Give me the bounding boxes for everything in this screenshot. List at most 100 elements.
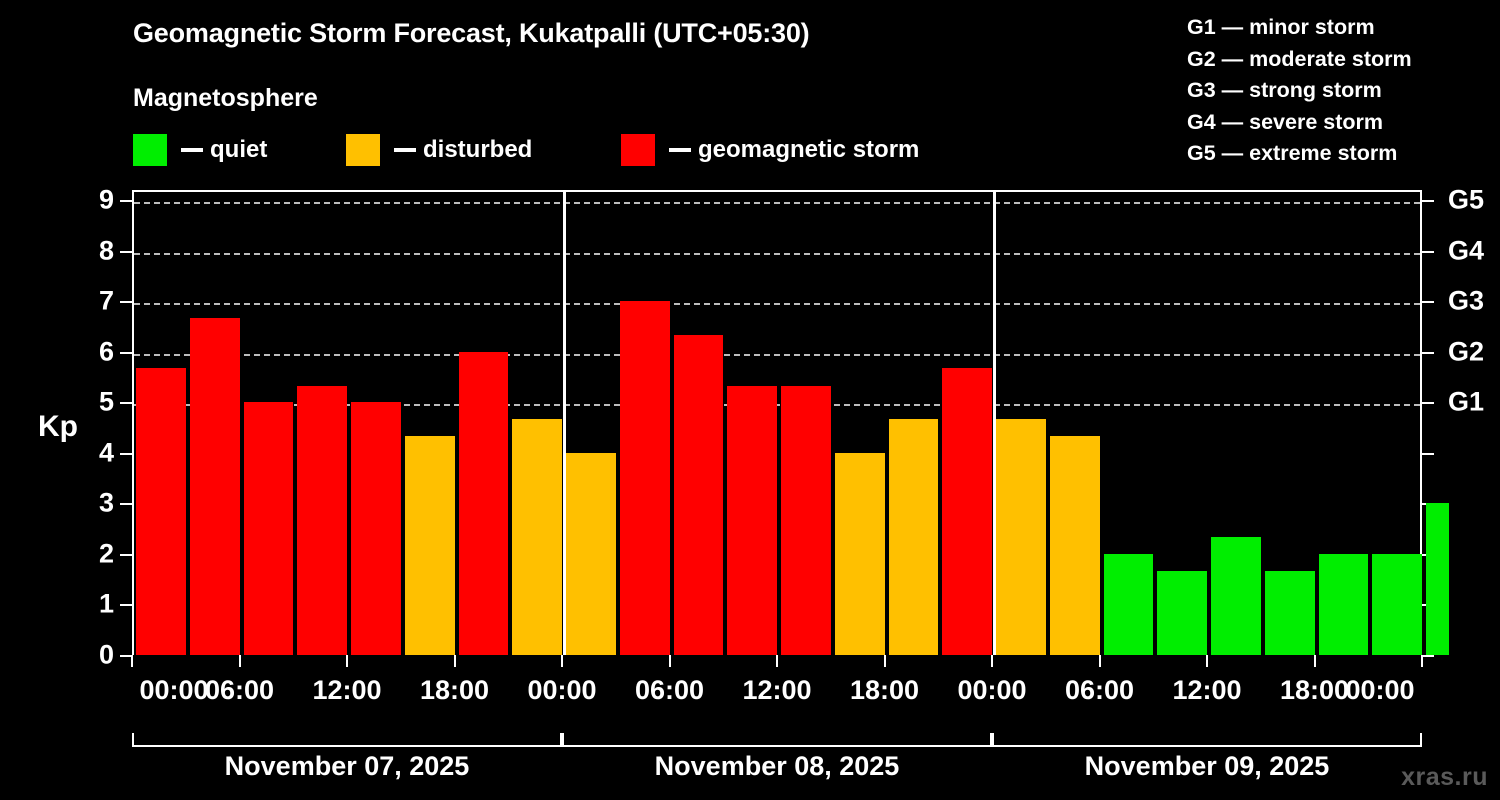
bar[interactable] bbox=[727, 385, 777, 655]
x-tick-mark-11 bbox=[1313, 655, 1316, 667]
x-tick-mark-2 bbox=[346, 655, 348, 667]
legend-dash-icon bbox=[669, 148, 691, 152]
date-bracket-3 bbox=[992, 733, 1422, 747]
bar[interactable] bbox=[351, 402, 401, 655]
y-tick-mark-5 bbox=[120, 402, 132, 405]
y-tick-mark-2 bbox=[120, 553, 132, 556]
bar[interactable] bbox=[619, 301, 670, 655]
gridline-kp-5 bbox=[134, 404, 1420, 407]
g-scale-legend-line: G3 — strong storm bbox=[1187, 78, 1382, 102]
bar[interactable] bbox=[297, 385, 347, 655]
g-tick-label-G4: G4 bbox=[1448, 235, 1485, 266]
bar[interactable] bbox=[136, 368, 186, 655]
y-tick-mark-6 bbox=[120, 351, 132, 354]
legend-swatch-icon bbox=[133, 134, 167, 166]
g-scale-legend: G1 — minor storm G2 — moderate storm G3 — … bbox=[1187, 12, 1487, 170]
day-divider bbox=[992, 190, 996, 655]
x-tick-mark-5 bbox=[668, 655, 671, 667]
x-tick-mark-7 bbox=[883, 655, 886, 667]
bar[interactable] bbox=[566, 452, 616, 655]
bar[interactable] bbox=[1426, 503, 1449, 655]
g-scale-legend-line: G4 — severe storm bbox=[1187, 109, 1383, 134]
plot-inner bbox=[134, 190, 1449, 655]
x-tick-label-10: 12:00 bbox=[1172, 675, 1242, 705]
x-tick-label-8: 00:00 bbox=[957, 675, 1027, 705]
y-tick-label-0: 0 bbox=[98, 639, 114, 670]
legend-dash-icon bbox=[181, 148, 203, 152]
bar[interactable] bbox=[512, 418, 562, 655]
gridline-kp-8 bbox=[134, 252, 1420, 255]
x-tick-label-6: 12:00 bbox=[742, 675, 812, 705]
y-tick-mark-1 bbox=[120, 604, 132, 607]
right-minor-tick-kp-0 bbox=[1422, 655, 1434, 657]
legend-label: quiet bbox=[210, 136, 268, 163]
y-tick-mark-0 bbox=[120, 655, 132, 657]
x-tick-mark-1 bbox=[238, 655, 241, 667]
bar[interactable] bbox=[781, 385, 831, 655]
x-tick-label-2: 12:00 bbox=[312, 675, 382, 705]
x-tick-label-5: 06:00 bbox=[634, 675, 705, 705]
g-scale-legend-line: G1 — minor storm bbox=[1187, 15, 1375, 39]
x-tick-label-3: 18:00 bbox=[419, 675, 490, 705]
x-tick-label-12: 00:00 bbox=[1345, 675, 1415, 705]
x-tick-mark-3 bbox=[453, 655, 456, 667]
bar[interactable] bbox=[834, 452, 885, 655]
x-tick-label-1: 06:00 bbox=[204, 675, 275, 705]
bar[interactable] bbox=[673, 335, 724, 655]
y-tick-label-7: 7 bbox=[98, 285, 114, 316]
legend-swatch-icon bbox=[621, 134, 655, 166]
bar[interactable] bbox=[888, 418, 939, 655]
date-bracket-2 bbox=[562, 733, 992, 747]
magnetosphere-label: Magnetosphere bbox=[133, 84, 318, 112]
bar[interactable] bbox=[1157, 570, 1207, 655]
y-tick-label-5: 5 bbox=[98, 386, 114, 417]
bar[interactable] bbox=[1264, 570, 1315, 655]
legend-entry-geomagnetic-storm: geomagnetic storm bbox=[621, 133, 919, 167]
legend-dash-icon bbox=[394, 148, 416, 152]
x-tick-mark-10 bbox=[1206, 655, 1208, 667]
y-tick-mark-9 bbox=[120, 200, 132, 203]
bar[interactable] bbox=[243, 402, 294, 655]
bar[interactable] bbox=[458, 351, 509, 655]
bar[interactable] bbox=[189, 317, 240, 655]
bar[interactable] bbox=[1318, 553, 1369, 655]
g-tick-label-G5: G5 bbox=[1448, 184, 1485, 215]
y-tick-mark-3 bbox=[120, 503, 132, 506]
x-tick-mark-12 bbox=[1421, 655, 1423, 667]
y-tick-mark-7 bbox=[120, 301, 132, 304]
y-tick-label-9: 9 bbox=[98, 184, 114, 215]
g-tick-mark-G3 bbox=[1422, 301, 1434, 304]
y-axis-title: Kp bbox=[38, 410, 78, 443]
gridline-kp-9 bbox=[134, 202, 1420, 205]
g-tick-mark-G4 bbox=[1422, 250, 1434, 253]
legend-entry-disturbed: disturbed bbox=[346, 133, 532, 167]
legend-label: disturbed bbox=[423, 136, 533, 163]
g-tick-mark-G1 bbox=[1422, 402, 1434, 405]
y-tick-label-3: 3 bbox=[98, 487, 114, 518]
bar[interactable] bbox=[1049, 436, 1100, 655]
y-tick-mark-4 bbox=[120, 452, 132, 455]
bar[interactable] bbox=[1103, 553, 1154, 655]
gridline-kp-6 bbox=[134, 353, 1420, 356]
watermark: xras.ru bbox=[1401, 763, 1488, 791]
bar[interactable] bbox=[1372, 553, 1422, 655]
g-tick-mark-G2 bbox=[1422, 351, 1434, 354]
y-tick-label-1: 1 bbox=[98, 588, 114, 619]
g-tick-label-G2: G2 bbox=[1448, 336, 1485, 367]
day-divider bbox=[562, 190, 566, 655]
legend-swatch-icon bbox=[346, 134, 380, 166]
bar[interactable] bbox=[942, 368, 992, 655]
right-minor-tick-kp-4 bbox=[1422, 452, 1434, 455]
x-tick-label-4: 00:00 bbox=[527, 675, 597, 705]
x-tick-mark-4 bbox=[561, 655, 563, 667]
g-scale-legend-line: G2 — moderate storm bbox=[1187, 46, 1412, 71]
g-tick-label-G1: G1 bbox=[1448, 386, 1485, 417]
y-tick-label-4: 4 bbox=[98, 437, 114, 468]
plot-area bbox=[132, 190, 1449, 655]
bar[interactable] bbox=[1211, 537, 1261, 655]
x-tick-mark-0 bbox=[131, 655, 133, 667]
g-scale-legend-line: G5 — extreme storm bbox=[1187, 141, 1398, 165]
bar[interactable] bbox=[404, 436, 455, 655]
bar[interactable] bbox=[996, 418, 1046, 655]
